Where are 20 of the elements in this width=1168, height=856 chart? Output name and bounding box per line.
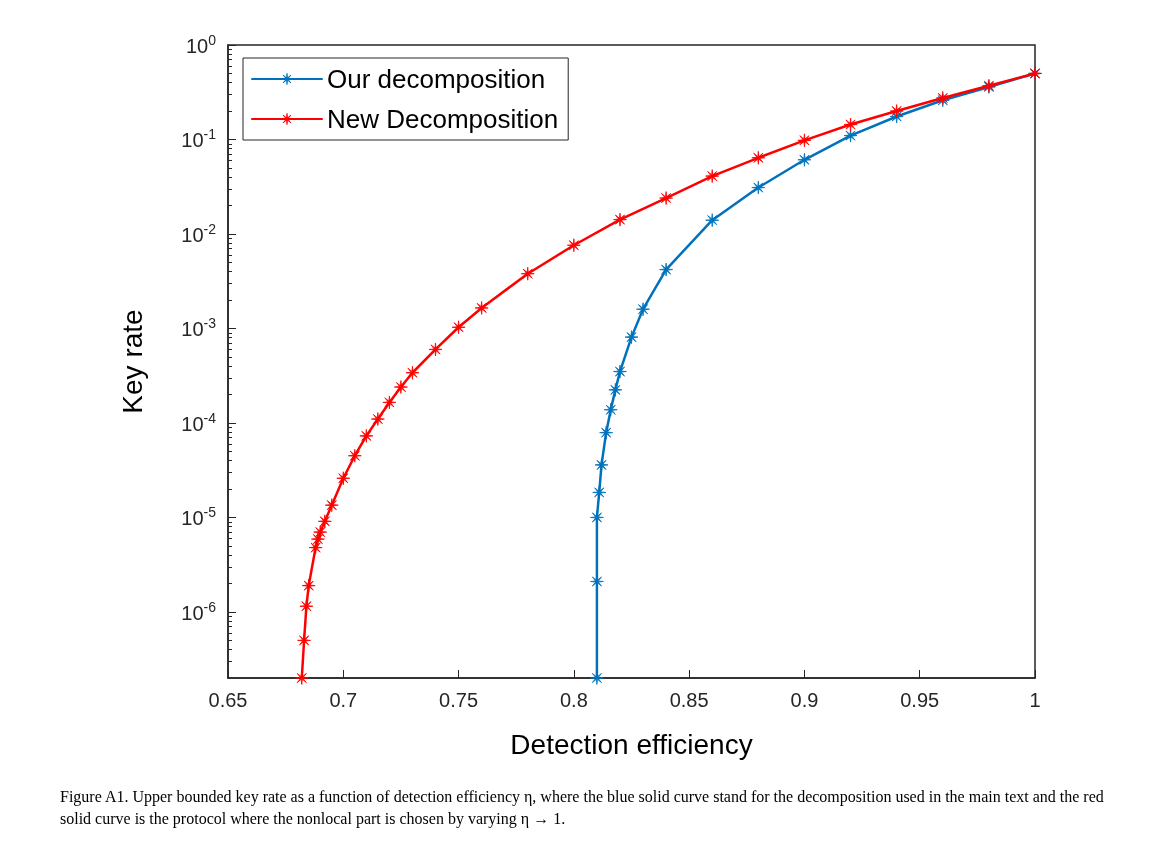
y-tick-label: 10$^{-2}$ — [181, 219, 216, 248]
x-tick-label: 1 — [1029, 689, 1041, 711]
y-tick-label: 10$^{-3}$ — [181, 314, 216, 343]
legend-label: New Decomposition — [327, 104, 559, 134]
x-tick-label: 0.95 — [900, 689, 940, 711]
x-tick-label: 0.9 — [790, 689, 819, 711]
caption: Figure A1. Upper bounded key rate as a function of detection efficiency η, where the blue solid curve stand for the decomposition used in the main text and the red solid curve is the protocol where the nonlocal part is chosen by varying η → 1. — [60, 787, 1108, 828]
legend-label: Our decomposition — [327, 64, 546, 94]
y-tick-label: 10$^{-4}$ — [181, 408, 216, 437]
y-tick-label: 10$^{-1}$ — [181, 125, 216, 154]
x-tick-label: 0.7 — [329, 689, 358, 711]
x-tick-label: 0.85 — [669, 689, 709, 711]
x-axis-title: Detection efficiency — [510, 728, 753, 760]
x-tick-label: 0.75 — [439, 689, 479, 711]
x-tick-label: 0.65 — [208, 689, 248, 711]
y-tick-label: 10$^{-5}$ — [181, 503, 216, 532]
y-axis-title: Key rate — [116, 309, 148, 414]
x-tick-label: 0.8 — [559, 689, 588, 711]
y-tick-label: 10$^{0}$ — [185, 31, 216, 59]
y-tick-label: 10$^{-6}$ — [181, 597, 216, 626]
